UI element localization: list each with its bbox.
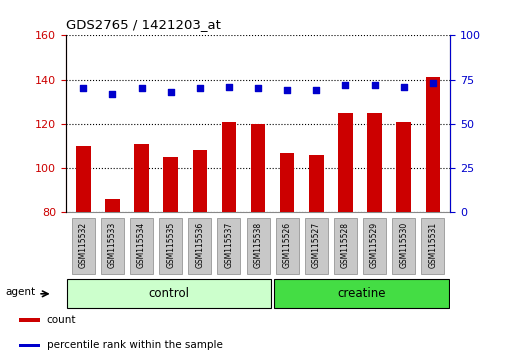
Point: [341, 82, 349, 88]
Text: agent: agent: [5, 287, 35, 297]
FancyBboxPatch shape: [130, 218, 153, 274]
Bar: [425, 78, 439, 212]
FancyBboxPatch shape: [391, 218, 415, 274]
Text: count: count: [46, 315, 76, 325]
Text: GDS2765 / 1421203_at: GDS2765 / 1421203_at: [66, 18, 220, 32]
Bar: [221, 122, 236, 212]
Text: GSM115531: GSM115531: [428, 222, 436, 268]
Bar: [279, 153, 294, 212]
Bar: [192, 150, 207, 212]
FancyBboxPatch shape: [363, 218, 385, 274]
Point: [166, 89, 174, 95]
FancyBboxPatch shape: [246, 218, 269, 274]
Point: [399, 84, 407, 90]
Text: control: control: [148, 287, 189, 300]
FancyBboxPatch shape: [274, 280, 448, 308]
Point: [137, 86, 145, 91]
Text: GSM115533: GSM115533: [108, 222, 117, 268]
FancyBboxPatch shape: [100, 218, 124, 274]
Point: [312, 87, 320, 93]
Point: [428, 80, 436, 86]
Text: GSM115535: GSM115535: [166, 222, 175, 268]
FancyBboxPatch shape: [304, 218, 327, 274]
Text: GSM115529: GSM115529: [369, 222, 378, 268]
Text: GSM115527: GSM115527: [311, 222, 320, 268]
Bar: [367, 113, 381, 212]
Text: percentile rank within the sample: percentile rank within the sample: [46, 341, 222, 350]
Text: GSM115538: GSM115538: [253, 222, 262, 268]
Point: [370, 82, 378, 88]
Text: GSM115526: GSM115526: [282, 222, 291, 268]
Point: [283, 87, 291, 93]
Text: GSM115536: GSM115536: [195, 222, 204, 268]
Point: [254, 86, 262, 91]
Point: [79, 86, 87, 91]
FancyBboxPatch shape: [159, 218, 182, 274]
FancyBboxPatch shape: [421, 218, 443, 274]
Bar: [395, 122, 410, 212]
Bar: [19, 344, 40, 347]
FancyBboxPatch shape: [217, 218, 240, 274]
FancyBboxPatch shape: [275, 218, 298, 274]
Text: GSM115537: GSM115537: [224, 222, 233, 268]
Bar: [163, 157, 178, 212]
FancyBboxPatch shape: [333, 218, 356, 274]
FancyBboxPatch shape: [188, 218, 211, 274]
FancyBboxPatch shape: [67, 280, 271, 308]
Bar: [309, 155, 323, 212]
Text: creatine: creatine: [337, 287, 385, 300]
Text: GSM115530: GSM115530: [398, 222, 408, 268]
Bar: [76, 146, 90, 212]
Text: GSM115534: GSM115534: [137, 222, 146, 268]
Bar: [105, 199, 120, 212]
FancyBboxPatch shape: [72, 218, 94, 274]
Bar: [337, 113, 352, 212]
Text: GSM115532: GSM115532: [79, 222, 87, 268]
Text: GSM115528: GSM115528: [340, 222, 349, 268]
Bar: [134, 144, 148, 212]
Point: [108, 91, 116, 97]
Point: [224, 84, 232, 90]
Point: [195, 86, 204, 91]
Bar: [250, 124, 265, 212]
Bar: [19, 318, 40, 322]
